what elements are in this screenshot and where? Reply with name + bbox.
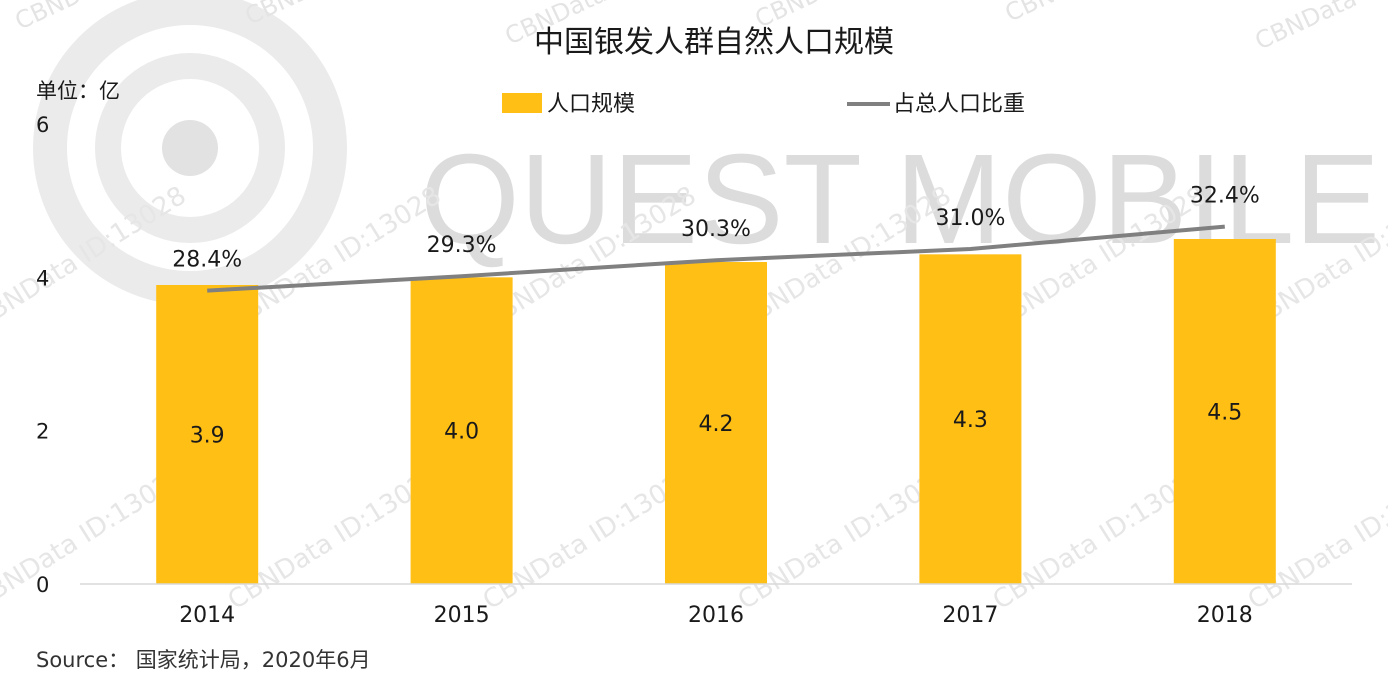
source-note: Source： 国家统计局，2020年6月 [36, 648, 371, 672]
bar-value-label: 3.9 [190, 424, 225, 449]
bar-labels: 3.9 4.0 4.2 4.3 4.5 [190, 401, 1243, 449]
y-tick-label: 6 [36, 113, 49, 137]
ratio-value-label: 28.4% [172, 248, 242, 273]
ratio-value-label: 32.4% [1190, 184, 1260, 209]
x-tick-label: 2015 [434, 603, 490, 628]
watermark-inner-ring-icon [95, 53, 285, 243]
watermark-tag: CBNData [1001, 0, 1111, 27]
watermark-dot-icon [162, 120, 218, 176]
bar [156, 285, 259, 584]
watermark-tag: CBNData [1251, 0, 1361, 55]
bar-value-label: 4.2 [699, 412, 734, 437]
unit-label: 单位：亿 [36, 79, 120, 103]
legend-bar-label: 人口规模 [547, 92, 635, 117]
x-tick-label: 2014 [179, 603, 235, 628]
bar-value-label: 4.0 [444, 420, 479, 445]
legend-line-label: 占总人口比重 [893, 92, 1025, 117]
bar-value-label: 4.5 [1207, 401, 1242, 426]
bar [1173, 239, 1276, 584]
ratio-labels: 28.4% 29.3% 30.3% 31.0% 32.4% [172, 184, 1259, 273]
watermark-tag: CBNData [241, 0, 351, 30]
bar [665, 262, 767, 584]
chart-title: 中国银发人群自然人口规模 [534, 25, 894, 60]
bar-series [156, 239, 1276, 585]
ratio-value-label: 29.3% [427, 233, 497, 258]
y-tick-label: 0 [36, 573, 49, 597]
x-tick-label: 2018 [1197, 603, 1253, 628]
x-tick-label: 2016 [688, 603, 744, 628]
legend-bar-swatch [502, 93, 542, 113]
y-axis: 0 2 4 6 [36, 113, 49, 597]
ratio-value-label: 30.3% [681, 217, 751, 242]
bar-value-label: 4.3 [953, 408, 988, 433]
ratio-value-label: 31.0% [935, 206, 1005, 231]
x-axis: 2014 2015 2016 2017 2018 [179, 603, 1253, 628]
y-tick-label: 4 [36, 266, 49, 290]
ratio-line [207, 224, 1225, 293]
y-tick-label: 2 [36, 420, 49, 444]
bar [919, 254, 1022, 585]
x-tick-label: 2017 [942, 603, 998, 628]
legend: 人口规模 占总人口比重 [502, 92, 1025, 117]
bar [410, 277, 513, 584]
